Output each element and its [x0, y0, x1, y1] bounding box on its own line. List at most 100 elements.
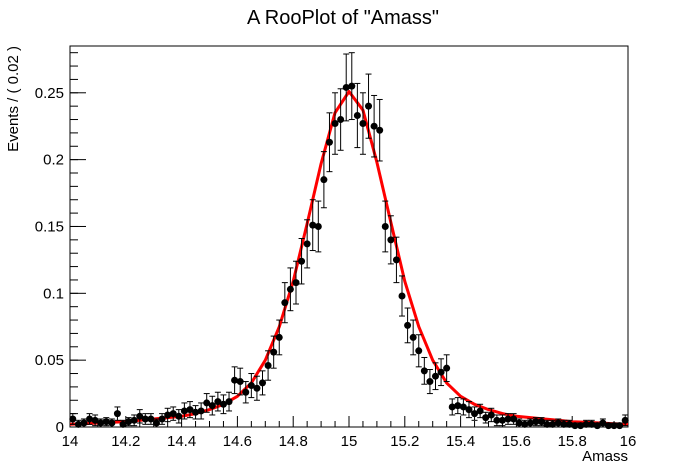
point-marker [616, 422, 624, 430]
point-marker [353, 112, 361, 120]
data-point [588, 419, 596, 428]
point-marker [515, 419, 523, 427]
data-point [420, 356, 428, 385]
data-point [448, 398, 456, 416]
data-point [192, 405, 200, 420]
data-point [593, 422, 601, 430]
data-point [392, 236, 400, 284]
point-marker [610, 422, 618, 430]
data-point [621, 414, 629, 427]
point-marker [113, 410, 121, 418]
point-marker [543, 420, 551, 428]
point-marker [588, 420, 596, 428]
point-marker [97, 419, 105, 427]
point-marker [86, 415, 94, 423]
point-marker [158, 415, 166, 423]
point-marker [74, 420, 82, 428]
point-marker [69, 415, 77, 423]
data-point [459, 398, 467, 416]
point-marker [152, 419, 160, 427]
point-marker [459, 403, 467, 411]
point-marker [298, 257, 306, 265]
point-marker [498, 416, 506, 424]
point-marker [180, 407, 188, 415]
data-point [242, 381, 250, 404]
point-marker [130, 416, 138, 424]
data-point [565, 419, 573, 428]
data-point [515, 418, 523, 428]
data-point [175, 409, 183, 424]
data-point [231, 366, 239, 395]
data-point [80, 418, 88, 428]
data-point [314, 200, 322, 253]
point-marker [381, 222, 389, 230]
point-marker [169, 410, 177, 418]
point-marker [431, 372, 439, 380]
data-point [225, 391, 233, 412]
point-marker [264, 362, 272, 370]
data-point [69, 413, 77, 425]
point-marker [426, 378, 434, 386]
data-point [259, 370, 267, 396]
data-point [526, 418, 534, 428]
point-marker [392, 256, 400, 264]
point-marker [314, 222, 322, 230]
data-points-layer [69, 52, 629, 430]
y-tick-label: 0.05 [35, 352, 64, 369]
data-point [264, 350, 272, 381]
point-marker [281, 299, 289, 307]
point-marker [219, 400, 227, 408]
data-point [197, 402, 205, 420]
point-marker [370, 122, 378, 130]
data-point [538, 417, 546, 427]
data-point [365, 73, 373, 139]
data-point [214, 391, 222, 412]
data-point [471, 406, 479, 421]
point-marker [91, 416, 99, 424]
x-tick-label: 15.8 [558, 433, 587, 450]
point-marker [387, 236, 395, 244]
point-marker [577, 422, 585, 430]
point-marker [175, 412, 183, 420]
data-point [141, 413, 149, 425]
point-marker [242, 388, 250, 396]
data-point [532, 417, 540, 427]
point-marker [571, 422, 579, 430]
x-tick-label: 14.6 [223, 433, 252, 450]
data-point [219, 394, 227, 415]
point-marker [231, 376, 239, 384]
point-marker [365, 102, 373, 110]
point-marker [476, 407, 484, 415]
data-point [253, 375, 261, 401]
data-point [616, 422, 624, 430]
data-point [437, 358, 445, 387]
point-marker [376, 126, 384, 134]
data-point [498, 414, 506, 427]
data-point [113, 406, 121, 421]
point-marker [437, 368, 445, 376]
point-marker [621, 416, 629, 424]
data-point [398, 275, 406, 317]
data-point [599, 418, 607, 428]
point-marker [560, 420, 568, 428]
data-point [286, 267, 294, 312]
data-point [169, 406, 177, 421]
point-marker [420, 367, 428, 375]
point-marker [309, 221, 317, 229]
x-tick-label: 15.6 [502, 433, 531, 450]
data-point [577, 422, 585, 430]
point-marker [565, 420, 573, 428]
point-marker [164, 411, 172, 419]
data-point [571, 422, 579, 430]
data-point [610, 422, 618, 430]
data-point [303, 219, 311, 269]
point-marker [203, 399, 211, 407]
point-marker [119, 420, 127, 428]
data-point [119, 419, 127, 428]
point-marker [303, 240, 311, 248]
data-point [325, 112, 333, 173]
point-marker [342, 83, 350, 91]
data-point [426, 369, 434, 395]
point-marker [80, 419, 88, 427]
point-marker [108, 419, 116, 427]
